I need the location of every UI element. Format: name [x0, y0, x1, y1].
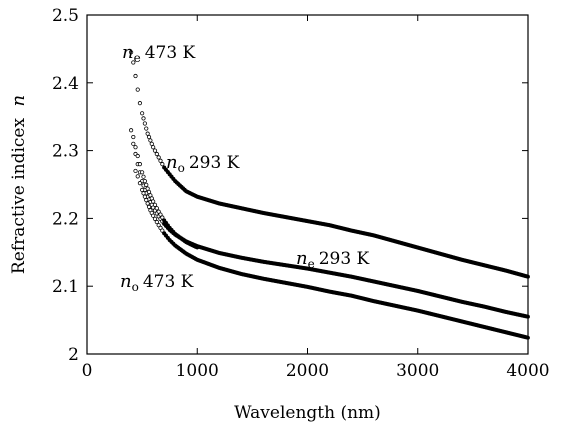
x-tick-label: 0 [82, 361, 93, 381]
data-point [160, 215, 165, 220]
data-point [151, 145, 156, 150]
data-point [141, 116, 146, 121]
annotation-ne-473k: ne 473 K [122, 42, 196, 65]
data-point [140, 111, 145, 116]
annotation-text: 473 K [143, 272, 194, 292]
data-point [137, 162, 143, 167]
annotation-text: 293 K [189, 153, 240, 173]
data-point [146, 204, 152, 209]
data-point [526, 335, 530, 340]
data-point [141, 174, 146, 179]
axis-tick-labels: 0 1000 2000 3000 4000 2 2.1 2.2 2.3 2.4 2.5 [52, 6, 550, 381]
data-point [129, 50, 134, 55]
data-point [526, 314, 530, 319]
data-point [526, 274, 530, 279]
data-point [151, 213, 156, 218]
x-tick-label: 1000 [176, 361, 219, 381]
data-point [158, 212, 163, 217]
annotation-text: 293 K [319, 249, 370, 269]
data-point [144, 126, 149, 131]
data-point [152, 216, 158, 221]
data-point [131, 141, 136, 146]
series-1 [129, 128, 530, 319]
data-point [137, 181, 143, 186]
y-tick-label: 2.4 [52, 74, 79, 94]
data-point [158, 158, 163, 163]
y-axis-label: Refractive indicex n [8, 95, 29, 274]
data-point [149, 141, 154, 146]
data-point [129, 128, 134, 133]
data-point [135, 87, 140, 92]
data-point [142, 179, 147, 184]
data-point [145, 131, 150, 136]
y-axis-label-text: Refractive indicex [9, 118, 29, 275]
data-point [154, 206, 159, 211]
data-point [152, 202, 158, 207]
series-2 [133, 168, 530, 340]
annotation-symbol: n [122, 42, 134, 63]
data-point [154, 151, 159, 157]
data-point [145, 186, 150, 191]
data-point [131, 60, 136, 65]
series-3 [131, 134, 200, 250]
y-tick-label: 2.5 [52, 6, 79, 26]
data-point [142, 121, 147, 126]
annotation-subscript: e [308, 257, 315, 271]
axis-ticks [86, 14, 529, 355]
data-point [146, 134, 152, 140]
data-point [152, 148, 158, 153]
data-points [129, 50, 530, 340]
data-point [160, 162, 165, 167]
y-tick-label: 2 [68, 345, 79, 365]
data-point [146, 189, 152, 195]
data-point [148, 138, 153, 143]
annotation-ne-293k: ne 293 K [296, 248, 370, 271]
data-point [135, 174, 140, 179]
data-point [133, 168, 138, 174]
data-point [144, 182, 149, 187]
y-tick-label: 2.1 [52, 277, 79, 297]
data-point [140, 170, 145, 175]
data-point [131, 134, 136, 140]
data-point [133, 145, 138, 150]
data-point [160, 228, 165, 233]
x-axis-label: Wavelength (nm) [234, 403, 381, 423]
annotation-subscript: o [178, 161, 185, 175]
data-point [156, 155, 161, 160]
data-point [154, 219, 159, 225]
data-point [156, 209, 161, 214]
data-point [141, 191, 146, 196]
x-tick-label: 2000 [286, 361, 329, 381]
data-point [145, 201, 150, 206]
data-point [142, 194, 147, 199]
y-tick-label: 2.2 [52, 209, 79, 229]
series-0 [129, 50, 530, 279]
y-axis-label-symbol: n [8, 95, 29, 107]
annotation-no-293k: no 293 K [166, 152, 240, 175]
annotation-symbol: n [166, 152, 178, 173]
annotation-subscript: e [134, 51, 141, 65]
annotation-text: 473 K [145, 43, 196, 63]
data-point [140, 187, 145, 193]
annotation-symbol: n [296, 248, 308, 269]
data-point [133, 73, 138, 79]
y-tick-label: 2.3 [52, 142, 79, 162]
annotation-symbol: n [120, 271, 132, 292]
x-tick-label: 4000 [506, 361, 549, 381]
data-point [137, 101, 143, 106]
x-tick-label: 3000 [396, 361, 439, 381]
data-point [144, 197, 149, 203]
data-point [135, 153, 140, 159]
annotation-no-473k: no 473 K [120, 271, 194, 294]
annotation-subscript: o [132, 280, 139, 294]
data-point [195, 245, 200, 250]
data-point [151, 199, 156, 204]
